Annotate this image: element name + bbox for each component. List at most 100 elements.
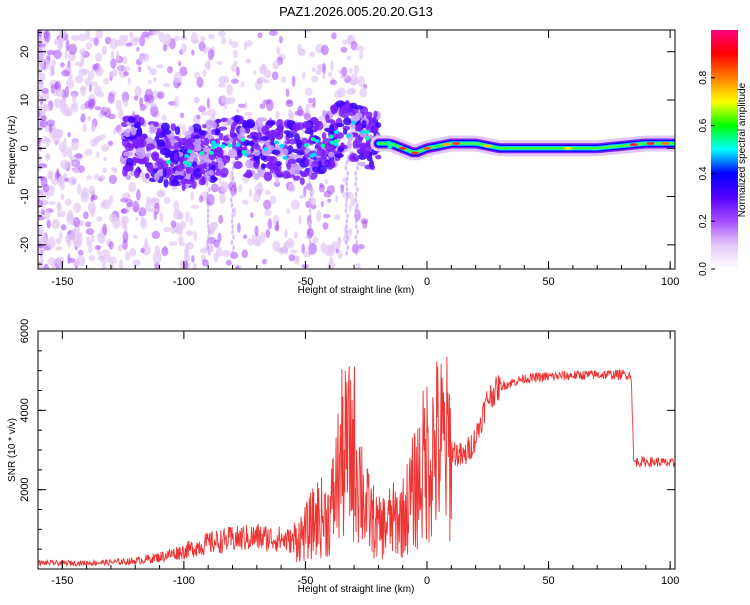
x-tick-label: 50 <box>542 575 554 587</box>
noise-blob <box>242 199 249 206</box>
ridge-blob <box>273 127 284 136</box>
ridge-blob <box>162 168 167 178</box>
noise-blob <box>184 259 188 269</box>
noise-blob <box>353 64 359 75</box>
noise-blob <box>293 231 298 239</box>
noise-blob <box>355 45 365 52</box>
noise-blob <box>129 247 137 257</box>
noise-blob <box>267 218 273 230</box>
noise-blob <box>237 222 241 234</box>
streak-blob <box>231 250 234 256</box>
noise-blob <box>272 60 280 70</box>
noise-blob <box>339 74 348 80</box>
ridge-blob <box>312 166 321 173</box>
noise-blob <box>287 108 293 120</box>
noise-blob <box>163 33 172 46</box>
noise-blob <box>53 49 62 60</box>
noise-blob <box>83 211 89 220</box>
ridge-blob <box>136 138 147 148</box>
ridge-blob <box>304 129 312 135</box>
noise-blob <box>232 49 238 59</box>
noise-blob <box>318 184 325 193</box>
cyan-spot <box>314 139 320 144</box>
noise-blob <box>202 259 209 267</box>
ridge-blob <box>341 104 352 114</box>
ridge-blob <box>317 164 327 175</box>
noise-blob <box>198 105 206 113</box>
y-tick-label: 6000 <box>19 319 31 343</box>
ridge-blob <box>135 128 143 137</box>
noise-blob <box>73 202 82 214</box>
cyan-spot <box>243 152 249 157</box>
ridge-blob <box>151 151 160 161</box>
noise-blob <box>233 60 238 65</box>
noise-blob <box>103 156 108 162</box>
noise-blob <box>139 35 146 47</box>
ridge-blob <box>261 125 270 135</box>
streak-blob <box>355 224 358 230</box>
noise-blob <box>218 30 226 37</box>
ridge-blob <box>292 168 301 175</box>
colorbar-label: Normalized spectral amplitude <box>737 82 748 217</box>
ridge-blob <box>173 142 182 149</box>
noise-blob <box>92 64 99 71</box>
ridge-blob <box>368 120 374 127</box>
ridge-blob <box>215 118 222 124</box>
ridge-blob <box>208 175 217 183</box>
noise-blob <box>225 259 232 266</box>
noise-blob <box>295 256 300 262</box>
streak-blob <box>309 224 312 230</box>
noise-blob <box>60 224 67 231</box>
ridge-blob <box>211 160 216 167</box>
noise-blob <box>38 43 46 48</box>
ridge-blob <box>357 148 365 154</box>
noise-blob <box>285 88 290 97</box>
noise-blob <box>77 183 82 196</box>
streak-blob <box>345 250 348 256</box>
streak-blob <box>206 245 210 251</box>
noise-blob <box>101 249 110 257</box>
streak-blob <box>232 165 235 171</box>
ridge-blob <box>134 168 140 179</box>
noise-blob <box>329 79 337 86</box>
streak-blob <box>355 202 359 208</box>
streak-blob <box>345 181 348 187</box>
cyan-spot <box>208 150 214 155</box>
noise-blob <box>109 38 118 50</box>
noise-blob <box>59 232 63 240</box>
streak-blob <box>344 165 348 171</box>
ridge-blob <box>215 148 224 157</box>
streak-blob <box>355 239 358 245</box>
noise-blob <box>68 43 78 55</box>
noise-blob <box>257 32 263 39</box>
noise-blob <box>298 214 302 225</box>
colorbar-axis: 0.0 0.2 0.4 0.6 0.8 <box>698 70 715 276</box>
streak-blob <box>206 170 209 176</box>
noise-blob <box>88 84 93 92</box>
cyan-spot <box>386 140 392 145</box>
streak-blob <box>308 197 312 203</box>
noise-blob <box>191 255 195 263</box>
noise-blob <box>149 67 157 76</box>
noise-blob <box>264 209 272 217</box>
noise-blob <box>178 241 186 247</box>
noise-blob <box>163 226 172 233</box>
noise-blob <box>89 98 96 109</box>
noise-blob <box>94 244 102 251</box>
ridge-blob <box>173 152 179 162</box>
noise-blob <box>88 240 93 248</box>
cyan-spot <box>240 137 246 142</box>
streak-blob <box>207 224 210 230</box>
cyan-spot <box>182 160 188 165</box>
ridge-blob <box>208 169 214 176</box>
noise-blob <box>280 76 287 83</box>
ridge-blob <box>146 143 155 151</box>
noise-blob <box>244 111 254 117</box>
noise-blob <box>38 163 48 169</box>
noise-blob <box>141 31 151 38</box>
noise-blob <box>231 63 238 73</box>
ridge-blob <box>130 126 137 136</box>
noise-blob <box>46 49 56 56</box>
noise-blob <box>43 210 51 221</box>
noise-blob <box>38 77 44 89</box>
